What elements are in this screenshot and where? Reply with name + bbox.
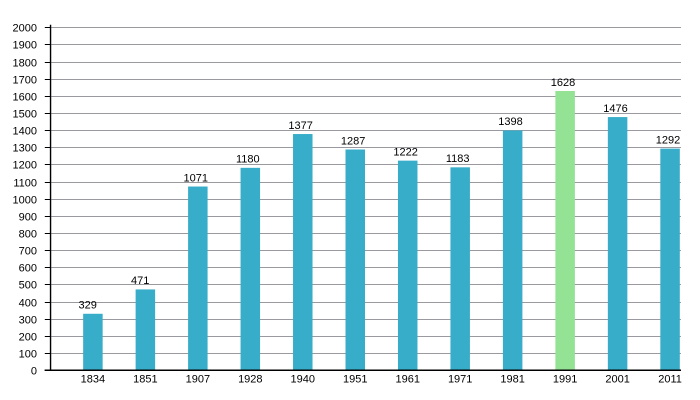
svg-text:1100: 1100 <box>13 178 37 190</box>
svg-text:2011: 2011 <box>658 374 682 386</box>
svg-text:1940: 1940 <box>291 374 315 386</box>
svg-text:1800: 1800 <box>13 58 37 70</box>
svg-text:1222: 1222 <box>393 146 417 158</box>
svg-text:800: 800 <box>19 229 37 241</box>
svg-text:1628: 1628 <box>551 77 575 89</box>
svg-text:1500: 1500 <box>13 109 37 121</box>
svg-text:1907: 1907 <box>186 374 210 386</box>
svg-text:1000: 1000 <box>13 195 37 207</box>
svg-text:0: 0 <box>31 365 37 377</box>
svg-text:1991: 1991 <box>553 374 577 386</box>
svg-text:1700: 1700 <box>13 75 37 87</box>
svg-text:1476: 1476 <box>603 103 627 115</box>
svg-text:1183: 1183 <box>446 153 470 165</box>
svg-text:1928: 1928 <box>238 374 262 386</box>
svg-text:500: 500 <box>19 280 37 292</box>
svg-text:200: 200 <box>19 332 37 344</box>
svg-text:1400: 1400 <box>13 126 37 138</box>
svg-text:1981: 1981 <box>500 374 524 386</box>
svg-text:400: 400 <box>19 298 37 310</box>
svg-text:600: 600 <box>19 263 37 275</box>
svg-text:1180: 1180 <box>236 154 260 166</box>
svg-text:2001: 2001 <box>605 374 629 386</box>
svg-text:1377: 1377 <box>288 120 312 132</box>
svg-text:1398: 1398 <box>498 116 522 128</box>
svg-text:1300: 1300 <box>13 143 37 155</box>
svg-text:329: 329 <box>79 300 97 312</box>
svg-text:1900: 1900 <box>13 40 37 52</box>
svg-text:2000: 2000 <box>13 23 37 35</box>
svg-text:300: 300 <box>19 315 37 327</box>
svg-text:900: 900 <box>19 212 37 224</box>
svg-text:1834: 1834 <box>81 374 105 386</box>
svg-text:1200: 1200 <box>13 160 37 172</box>
svg-text:1287: 1287 <box>341 135 365 147</box>
svg-text:1951: 1951 <box>343 374 367 386</box>
svg-text:1961: 1961 <box>395 374 419 386</box>
svg-text:1971: 1971 <box>448 374 472 386</box>
svg-text:100: 100 <box>19 349 37 361</box>
svg-text:1851: 1851 <box>133 374 157 386</box>
svg-text:1292: 1292 <box>656 134 680 146</box>
svg-text:1600: 1600 <box>13 92 37 104</box>
svg-text:1071: 1071 <box>183 172 207 184</box>
svg-text:700: 700 <box>19 246 37 258</box>
svg-text:471: 471 <box>131 275 149 287</box>
